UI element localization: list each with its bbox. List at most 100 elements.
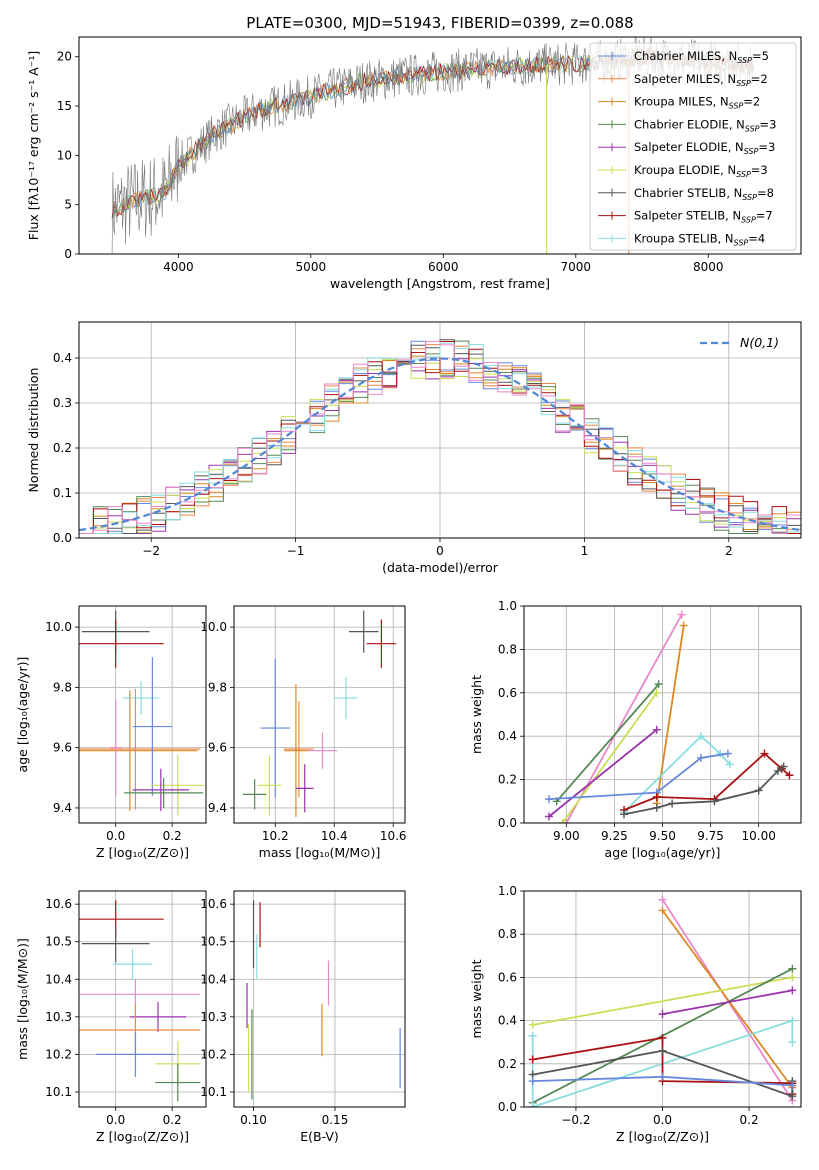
legend-label: Kroupa STELIB, NSSP=4 (634, 231, 765, 247)
x-tick-label: 0.15 (322, 1113, 349, 1127)
histogram-series (79, 342, 801, 538)
legend-label: Salpeter ELODIE, NSSP=3 (634, 140, 775, 156)
y-tick-label: 0.8 (498, 642, 517, 656)
weight-point-marker (528, 1055, 537, 1064)
legend-label-subscript: SSP (736, 79, 751, 88)
y-tick-label: 0.3 (53, 396, 72, 410)
x-tick-label: −1 (287, 544, 305, 558)
plot-area (79, 339, 801, 538)
y-axis-label: Normed distribution (26, 368, 41, 493)
x-tick-label: 2 (725, 544, 733, 558)
legend-label-subscript: SSP (741, 216, 756, 225)
y-tick-label: 0.0 (53, 531, 72, 545)
weight-series-line (661, 909, 794, 1089)
x-tick-label: 6000 (428, 260, 459, 274)
y-tick-label: 10.5 (45, 935, 72, 949)
panel-age-Z: 0.0 0.2 9.4 9.6 9.8 10.0 Z [log₁₀(Z/Z⊙)] age [l… (15, 605, 207, 860)
panel-age-mass: 10.2 10.4 10.6 9.4 9.6 9.8 10.0 mass [log₁₀(M/M… (200, 605, 407, 860)
weight-point-marker (679, 621, 688, 630)
legend-label-count: =2 (751, 72, 768, 86)
weight-point-marker (652, 688, 661, 697)
x-tick-label: 4000 (163, 260, 194, 274)
weight-point-marker (658, 895, 667, 904)
weight-point-marker (696, 753, 705, 762)
y-tick-label: 0.2 (53, 441, 72, 455)
plot-area (528, 895, 797, 1107)
weight-point-marker (723, 749, 732, 758)
legend-label-main: Chabrier STELIB, N (634, 186, 742, 200)
weight-point-marker (658, 906, 667, 915)
y-tick-label: 9.4 (53, 801, 72, 815)
weight-series-line (662, 989, 793, 1015)
y-tick-label: 0.0 (498, 1100, 517, 1114)
y-tick-label: 0.4 (498, 1014, 517, 1028)
weight-point-marker (652, 803, 661, 812)
x-tick-label: 0.2 (163, 1113, 182, 1127)
legend-label-subscript: SSP (742, 193, 757, 202)
panel-mass-ebv: 0.10 0.15 10.1 10.2 10.3 10.4 10.5 10.6 E(B-V) (200, 890, 406, 1144)
y-tick-label: 10.0 (45, 620, 72, 634)
y-tick-label: 1.0 (498, 599, 517, 613)
y-tick-label: 10.2 (200, 1047, 227, 1061)
y-tick-label: 0.1 (53, 486, 72, 500)
x-tick-label: 5000 (296, 260, 327, 274)
x-tick-label: 0 (436, 544, 444, 558)
legend-label: Chabrier ELODIE, NSSP=3 (634, 117, 776, 133)
plot-area (246, 900, 401, 1100)
legend-label-main: Kroupa STELIB, N (634, 231, 734, 245)
y-tick-label: 5 (64, 198, 72, 212)
x-tick-label: 9.50 (649, 829, 676, 843)
panel-weight-age: 9.00 9.25 9.50 9.75 10.00 0.0 0.2 0.4 0.6 0.8 1.0 a… (469, 599, 802, 860)
legend-label: Salpeter MILES, NSSP=2 (634, 72, 768, 88)
x-tick-label: 8000 (693, 260, 724, 274)
x-axis-label: Z [log₁₀(Z/Z⊙)] (96, 1129, 189, 1144)
weight-series-line (655, 625, 685, 804)
axes-frame (233, 890, 406, 1108)
normal-curve (79, 357, 801, 532)
axes-frame (78, 321, 802, 539)
weight-point-marker (788, 1092, 797, 1101)
y-tick-label: 10.4 (45, 972, 72, 986)
x-tick-label: 0.0 (106, 1113, 125, 1127)
x-tick-label: 0.0 (106, 829, 125, 843)
legend-label-main: Chabrier MILES, N (634, 49, 737, 63)
legend-label-count: =8 (757, 186, 774, 200)
x-axis-label: age [log₁₀(age/yr)] (605, 845, 721, 860)
x-tick-label: 0.0 (653, 1113, 672, 1127)
weight-point-marker (652, 725, 661, 734)
legend-label-main: Salpeter ELODIE, N (634, 140, 744, 154)
y-tick-label: 10.3 (45, 1010, 72, 1024)
y-tick-label: 10.4 (200, 972, 227, 986)
legend-label-main: Salpeter MILES, N (634, 72, 736, 86)
legend-label: Chabrier MILES, NSSP=5 (634, 49, 769, 65)
panel-mass-Z: 0.0 0.2 10.1 10.2 10.3 10.4 10.5 10.6 Z [log₁₀(Z… (15, 890, 207, 1144)
y-tick-label: 0 (64, 247, 72, 261)
y-tick-label: 10.1 (200, 1085, 227, 1099)
legend-label-main: Kroupa ELODIE, N (634, 163, 736, 177)
weight-point-marker (558, 819, 567, 823)
x-axis-label: mass [log₁₀(M/M⊙)] (259, 845, 381, 860)
axes-frame (523, 890, 802, 1108)
weight-point-marker (668, 799, 677, 808)
weight-point-marker (725, 760, 734, 769)
weight-point-marker (788, 1038, 797, 1047)
legend-label-count: =3 (751, 163, 768, 177)
x-tick-label: 10.6 (380, 829, 407, 843)
weight-point-marker (677, 610, 686, 619)
legend-label: Chabrier STELIB, NSSP=8 (634, 186, 774, 202)
weight-point-marker (754, 786, 763, 795)
x-tick-label: 7000 (561, 260, 592, 274)
weight-series-line (532, 976, 793, 1026)
x-axis-label: (data-model)/error (382, 560, 499, 575)
panel-residuals: −2 −1 0 1 2 0.0 0.1 0.2 0.3 0.4 (data-model)/error… (26, 321, 802, 575)
weight-point-marker (654, 680, 663, 689)
x-axis-label: E(B-V) (300, 1129, 339, 1144)
x-tick-label: −2 (142, 544, 160, 558)
y-tick-label: 10.0 (200, 620, 227, 634)
weight-point-marker (528, 1031, 537, 1040)
y-tick-label: 0.4 (53, 351, 72, 365)
legend-label-main: Kroupa MILES, N (634, 95, 729, 109)
weight-point-marker (545, 795, 554, 804)
y-tick-label: 20 (57, 50, 72, 64)
